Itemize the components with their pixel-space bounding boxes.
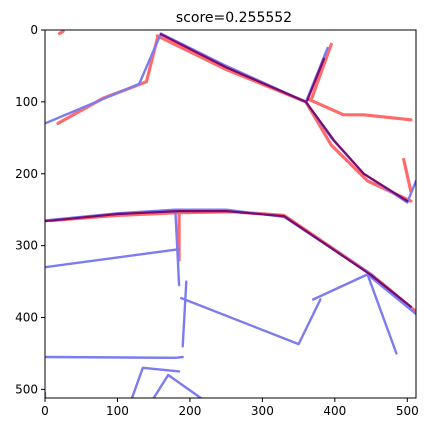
- series-blue-path-13: [152, 373, 203, 398]
- y-tick-label: 500: [15, 382, 38, 396]
- series-red-path-8: [57, 30, 65, 36]
- y-tick-label: 0: [30, 23, 38, 37]
- series-overlap-path-2: [306, 57, 326, 102]
- series-blue-path-0: [45, 32, 163, 125]
- series-red-path-4: [310, 42, 333, 100]
- x-tick-label: 500: [396, 404, 419, 418]
- series-blue-path-9: [366, 273, 416, 316]
- series-red-path-3: [307, 98, 413, 122]
- series-overlap-path-0: [159, 33, 409, 203]
- series-blue-path-10: [45, 355, 184, 359]
- series-blue-path-7: [179, 296, 322, 346]
- series-overlap-path-1: [45, 210, 412, 308]
- series-blue-path-11: [181, 280, 188, 348]
- plot-frame: [44, 29, 417, 399]
- x-tick-label: 400: [323, 404, 346, 418]
- x-tick-label: 100: [106, 404, 129, 418]
- series-red-path-5: [402, 157, 413, 194]
- y-tick-label: 300: [15, 239, 38, 253]
- x-tick-label: 200: [178, 404, 201, 418]
- x-tick-label: 0: [41, 404, 49, 418]
- chart-title: score=0.255552: [176, 10, 292, 26]
- y-tick-label: 200: [15, 167, 38, 181]
- series-blue-path-6: [174, 209, 181, 287]
- series-blue-path-12: [130, 366, 181, 398]
- x-tick-label: 300: [251, 404, 274, 418]
- series-blue-path-5: [45, 247, 181, 269]
- y-tick-label: 100: [15, 95, 38, 109]
- y-tick-label: 400: [15, 311, 38, 325]
